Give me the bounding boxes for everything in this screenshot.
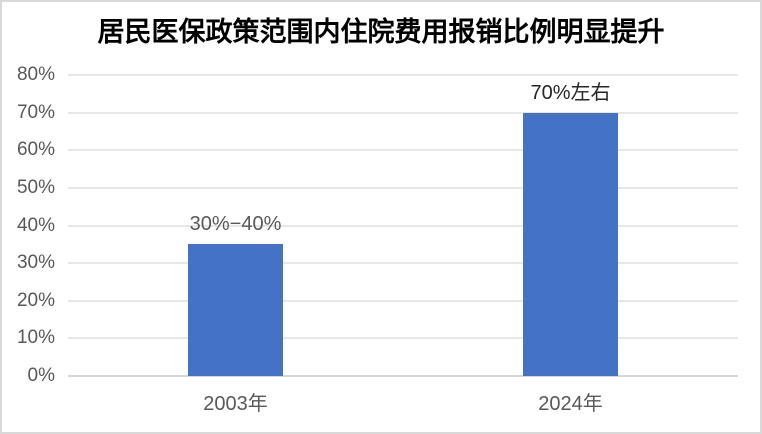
- gridline: [68, 111, 738, 114]
- x-axis-line: [68, 375, 738, 377]
- chart-title: 居民医保政策范围内住院费用报销比例明显提升: [97, 17, 665, 47]
- x-axis-category-label-2003: 2003年: [203, 393, 268, 415]
- gridline: [68, 337, 738, 340]
- gridline: [68, 74, 738, 76]
- bar-data-label-2024: 70%左右: [530, 81, 611, 104]
- y-axis-tick-label: 80%: [16, 64, 55, 85]
- y-axis-tick-label: 70%: [16, 101, 55, 123]
- y-axis-tick-label: 30%: [16, 252, 55, 274]
- gridline: [68, 186, 738, 189]
- y-axis-tick-label: 0%: [27, 365, 55, 386]
- y-axis-tick-label: 10%: [16, 327, 55, 349]
- x-axis-category-label-2024: 2024年: [538, 393, 603, 415]
- gridline: [68, 149, 738, 152]
- y-axis-tick-label: 50%: [16, 176, 55, 198]
- gridline: [68, 299, 738, 302]
- gridline: [68, 262, 738, 265]
- y-axis-tick-label: 60%: [16, 139, 55, 161]
- y-axis-tick-label: 20%: [16, 289, 55, 311]
- bar-2024: [523, 112, 618, 376]
- bar-data-label-2003: 30%−40%: [189, 213, 282, 236]
- gridline: [68, 224, 738, 227]
- y-axis-tick-label: 40%: [16, 214, 55, 236]
- bar-2003: [188, 244, 283, 376]
